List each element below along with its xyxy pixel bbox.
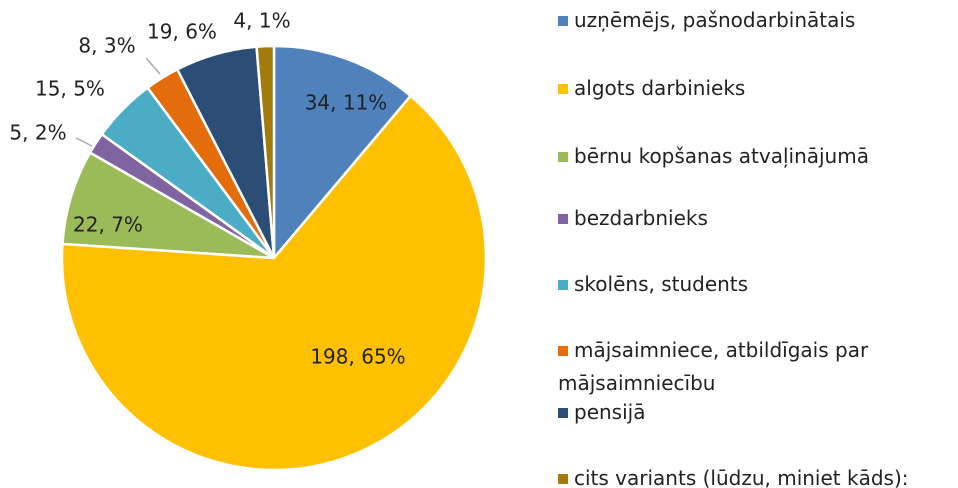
legend-label: pensijā <box>574 400 646 424</box>
legend-swatch <box>558 16 568 26</box>
pie-slice <box>255 44 276 259</box>
data-label: 22, 7% <box>73 213 143 237</box>
legend-item: uzņēmējs, pašnodarbinātais <box>558 4 943 37</box>
pie-slice <box>272 44 413 262</box>
legend-label: bezdarbnieks <box>574 206 708 230</box>
data-label: 34, 11% <box>305 91 388 115</box>
leader-line <box>75 137 93 147</box>
legend-label: bērnu kopšanas atvaļinājumā <box>574 144 869 168</box>
data-label: 8, 3% <box>78 34 135 58</box>
legend-item: mājsaimniece, atbildīgais par mājsaimnie… <box>558 334 943 400</box>
legend-label: mājsaimniece, atbildīgais par mājsaimnie… <box>558 338 869 395</box>
legend-label: uzņēmējs, pašnodarbinātais <box>574 8 856 32</box>
legend-swatch <box>558 214 568 224</box>
legend-swatch <box>558 280 568 290</box>
data-label: 4, 1% <box>233 9 290 33</box>
data-label: 5, 2% <box>9 121 66 145</box>
legend-item: bērnu kopšanas atvaļinājumā <box>558 140 943 173</box>
legend-swatch <box>558 346 568 356</box>
data-label: 19, 6% <box>147 20 217 44</box>
legend-swatch <box>558 408 568 418</box>
legend-swatch <box>558 84 568 94</box>
legend-item: algots darbinieks <box>558 72 943 105</box>
pie-slice <box>60 94 488 472</box>
legend-label: algots darbinieks <box>574 76 746 100</box>
data-label: 15, 5% <box>35 77 105 101</box>
leader-line <box>145 57 161 75</box>
legend-item: cits variants (lūdzu, miniet kāds): <box>558 462 943 488</box>
legend-item: skolēns, students <box>558 268 943 301</box>
data-label: 198, 65% <box>310 345 405 369</box>
legend-item: pensijā <box>558 396 943 429</box>
legend-label: skolēns, students <box>574 272 749 296</box>
legend-swatch <box>558 474 568 484</box>
legend-item: bezdarbnieks <box>558 202 943 235</box>
legend-label: cits variants (lūdzu, miniet kāds): <box>574 466 909 488</box>
legend-swatch <box>558 152 568 162</box>
